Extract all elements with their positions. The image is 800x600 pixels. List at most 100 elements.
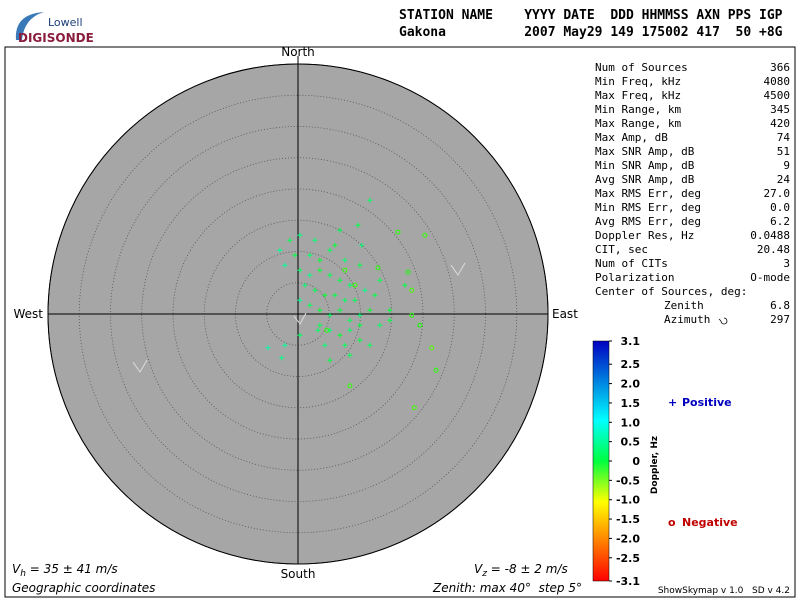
stat-label: Max SNR Amp, dB [595, 145, 695, 158]
source-positive [297, 232, 303, 238]
stat-value: 4080 [764, 75, 791, 88]
source-positive [297, 267, 303, 273]
stat-value: 0.0488 [750, 229, 790, 242]
source-positive [317, 322, 323, 328]
source-positive [317, 307, 323, 313]
source-positive [337, 227, 343, 233]
source-positive [322, 342, 328, 348]
colorbar-tick-label: -2.5 [616, 552, 640, 565]
colorbar-tick-label: 0.5 [621, 436, 641, 449]
source-negative [347, 383, 353, 389]
vz-sub: z [481, 569, 487, 579]
legend-symbol: o [668, 516, 676, 529]
source-positive [327, 357, 333, 363]
source-positive [342, 257, 348, 263]
source-positive [347, 327, 353, 333]
source-positive [302, 282, 308, 288]
stat-value: 20.48 [757, 243, 790, 256]
source-negative [411, 405, 417, 411]
direction-label: West [13, 307, 43, 321]
source-positive [357, 312, 363, 318]
stat-value: 3 [783, 257, 790, 270]
source-positive [372, 292, 378, 298]
zenith-label: Zenith: max 40° step 5° [432, 581, 582, 595]
vh-text: = 35 ± 41 m/s [26, 562, 118, 576]
source-negative [417, 322, 423, 328]
source-positive [367, 342, 373, 348]
stat-value: 9 [783, 159, 790, 172]
stat-label: Min SNR Amp, dB [595, 159, 695, 172]
source-positive [297, 332, 303, 338]
source-positive [332, 292, 338, 298]
frame [4, 46, 796, 598]
vh-sub: h [20, 569, 26, 579]
source-positive [265, 345, 271, 351]
stat-value: 420 [770, 117, 790, 130]
colorbar-tick-label: -1.0 [616, 494, 640, 507]
source-positive [357, 262, 363, 268]
colorbar-tick-label: 2.0 [621, 378, 641, 391]
plot [47, 56, 549, 565]
source-positive [317, 267, 323, 273]
center-label: Zenith [664, 299, 704, 312]
source-negative [433, 367, 439, 373]
direction-label: East [552, 307, 578, 321]
source-positive [292, 252, 298, 258]
logo-top: Lowell [48, 16, 83, 29]
stat-label: Avg RMS Err, deg [595, 215, 701, 228]
coords-label: Geographic coordinates [12, 581, 155, 595]
source-positive [357, 322, 363, 328]
colorbar-tick-label: -3.1 [616, 575, 640, 588]
stat-label: Doppler Res, Hz [595, 229, 694, 242]
center-label: Azimuth [664, 313, 710, 326]
source-positive [367, 197, 373, 203]
source-positive [315, 327, 321, 333]
stat-label: Avg SNR Amp, dB [595, 173, 695, 186]
source-positive [297, 297, 303, 303]
center-value: 6.8 [770, 299, 790, 312]
logo-swoosh [15, 12, 44, 40]
colorbar [592, 340, 610, 582]
source-positive [327, 327, 333, 333]
stat-label: Min Freq, kHz [595, 75, 681, 88]
stat-label: Max RMS Err, deg [595, 187, 701, 200]
source-positive [362, 287, 368, 293]
stat-value: 24 [777, 173, 791, 186]
legend-symbol: + [668, 396, 677, 409]
stat-label: Polarization [595, 271, 674, 284]
source-positive [282, 262, 288, 268]
source-negative [429, 345, 435, 351]
source-positive [347, 317, 353, 323]
header-labels: STATION NAME YYYY DATE DDD HHMMSS AXN PP… [399, 8, 783, 23]
vz-text: = -8 ± 2 m/s [487, 562, 568, 576]
source-positive [352, 297, 358, 303]
source-negative [409, 287, 415, 293]
colorbar-tick-label: 3.1 [621, 335, 641, 348]
source-negative [405, 269, 411, 275]
source-positive [279, 355, 285, 361]
velocity-marker [132, 262, 466, 373]
stat-label: Num of CITs [595, 257, 668, 270]
source-negative [422, 232, 428, 238]
colorbar-tick-label: -0.5 [616, 474, 640, 487]
source-negative [352, 282, 358, 288]
vh-v: V [12, 562, 21, 576]
source-negative [342, 267, 348, 273]
source-negative [409, 312, 415, 318]
colorbar-tick-label: 1.0 [621, 416, 641, 429]
header-values: Gakona 2007 May29 149 175002 417 50 +8G [399, 25, 783, 40]
stat-label: CIT, sec [595, 243, 648, 256]
colorbar-tick-label: 1.5 [621, 397, 641, 410]
source-positive [327, 247, 333, 253]
source-positive [355, 222, 361, 228]
vz-label: Vz = -8 ± 2 m/s [474, 562, 568, 579]
source-positive [332, 242, 338, 248]
direction-label: South [281, 567, 316, 581]
source-positive [312, 237, 318, 243]
colorbar-label: Doppler, Hz [650, 436, 660, 494]
colorbar-tick-label: 0 [632, 455, 640, 468]
source-negative [375, 265, 381, 271]
source-positive [307, 252, 313, 258]
legend-label: Positive [682, 396, 732, 409]
